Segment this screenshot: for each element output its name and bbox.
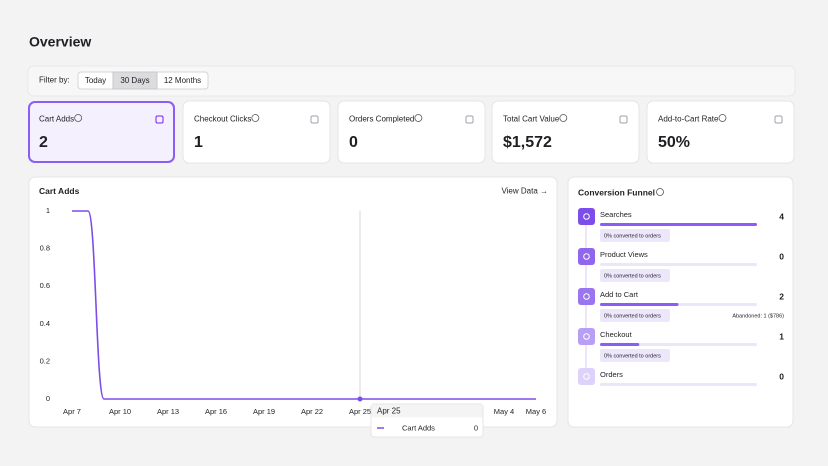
step-count: 1 (779, 331, 784, 341)
filter-selected (112, 71, 158, 90)
step-name: Checkout (600, 330, 633, 339)
card-value: 2 (39, 134, 48, 151)
metric-card (337, 100, 486, 164)
step-icon (578, 208, 595, 225)
card-label: Add-to-Cart Rate (658, 115, 719, 124)
info-icon (251, 114, 260, 122)
step-note: 0% converted to orders (604, 313, 661, 319)
card-icon (465, 115, 474, 124)
page-title: Overview (29, 34, 91, 50)
step-count: 0 (779, 251, 784, 261)
x-tick-label: Apr 16 (205, 407, 227, 416)
tooltip-value: 0 (474, 423, 478, 432)
step-icon-glyph (583, 333, 590, 340)
card-value: 0 (349, 134, 358, 151)
step-icon-glyph (583, 373, 590, 380)
step-icon (578, 248, 595, 265)
card-icon (155, 115, 164, 124)
info-icon (718, 114, 727, 122)
step-icon (578, 368, 595, 385)
step-name: Searches (600, 210, 632, 219)
x-tick-label: Apr 19 (253, 407, 275, 416)
step-bar (600, 303, 679, 306)
chart-title: Cart Adds (39, 186, 80, 196)
step-track (600, 343, 757, 346)
card-label: Cart Adds (39, 115, 74, 124)
step-icon (578, 328, 595, 345)
y-tick-label: 1 (46, 206, 50, 215)
metric-card (182, 100, 331, 164)
metric-card (646, 100, 795, 164)
x-tick-label: Apr 13 (157, 407, 179, 416)
tooltip-series: Cart Adds (402, 423, 435, 432)
y-tick-label: 0 (46, 394, 50, 403)
step-name: Product Views (600, 250, 648, 259)
card-icon (310, 115, 319, 124)
card-label: Total Cart Value (503, 115, 560, 124)
x-tick-label: Apr 25 (349, 407, 371, 416)
step-icon-glyph (583, 213, 590, 220)
filter-option[interactable]: 12 Months (164, 76, 201, 85)
card-value: 50% (658, 134, 690, 151)
step-count: 4 (779, 211, 784, 221)
step-track (600, 383, 757, 386)
y-tick-label: 0.6 (40, 281, 50, 290)
card-value: $1,572 (503, 134, 552, 151)
step-count: 0 (779, 371, 784, 381)
step-name: Add to Cart (600, 290, 639, 299)
filter-option[interactable]: Today (85, 76, 106, 85)
chart-panel (28, 176, 558, 428)
card-icon (774, 115, 783, 124)
tooltip-date: Apr 25 (377, 407, 401, 416)
y-tick-label: 0.2 (40, 356, 50, 365)
step-name: Orders (600, 370, 623, 379)
info-icon (414, 114, 423, 122)
step-note: 0% converted to orders (604, 353, 661, 359)
card-label: Orders Completed (349, 115, 414, 124)
step-note: 0% converted to orders (604, 273, 661, 279)
step-badge (600, 229, 670, 242)
info-icon (74, 114, 83, 122)
info-icon (559, 114, 568, 122)
metric-card (491, 100, 640, 164)
hover-point (357, 396, 363, 402)
step-icon-glyph (583, 253, 590, 260)
x-tick-label: Apr 22 (301, 407, 323, 416)
x-tick-label: Apr 7 (63, 407, 81, 416)
step-bar (600, 343, 640, 346)
tooltip-header (371, 404, 483, 418)
card-value: 1 (194, 134, 203, 151)
filter-label: Filter by: (39, 76, 70, 85)
x-tick-label: May 4 (494, 407, 514, 416)
step-track (600, 263, 757, 266)
step-abandoned: Abandoned: 1 ($786) (732, 313, 784, 319)
step-icon-glyph (583, 293, 590, 300)
line-series (71, 210, 536, 400)
step-count: 2 (779, 291, 784, 301)
y-tick-label: 0.4 (40, 319, 50, 328)
card-icon (619, 115, 628, 124)
y-tick-label: 0.8 (40, 244, 50, 253)
step-note: 0% converted to orders (604, 233, 661, 239)
filter-bar (27, 65, 796, 97)
x-tick-label: Apr 10 (109, 407, 131, 416)
filter-option[interactable]: 30 Days (120, 76, 149, 85)
step-badge (600, 349, 670, 362)
step-bar (600, 223, 757, 226)
info-icon (656, 188, 664, 196)
card-label: Checkout Clicks (194, 115, 251, 124)
view-data-link[interactable]: View Data → (501, 187, 548, 196)
x-tick-label: May 6 (526, 407, 546, 416)
step-icon (578, 288, 595, 305)
step-badge (600, 269, 670, 282)
funnel-title: Conversion Funnel (578, 187, 655, 197)
metric-card (28, 101, 175, 163)
step-badge (600, 309, 670, 322)
